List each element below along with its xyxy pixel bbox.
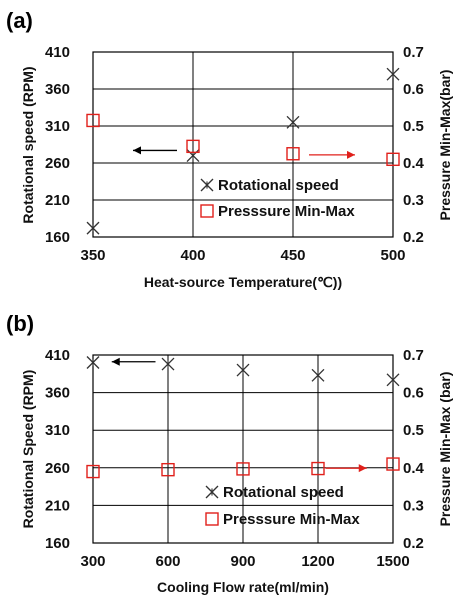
legend-entry: Presssure Min-Max [218,203,355,220]
y-left-axis-label: Rotational speed (RPM) [20,66,36,223]
plot-frame [92,51,394,238]
legend-entry: Rotational speed [218,177,339,194]
data-point [236,462,250,476]
arrow-right [309,150,355,159]
y-right-tick-label: 0.5 [403,422,424,439]
y-right-tick-label: 0.7 [403,347,424,364]
y-right-tick-label: 0.2 [403,535,424,552]
x-tick-label: 600 [155,553,180,570]
data-point [386,457,400,471]
panel-label: (a) [6,8,33,33]
panel-b: (b) 300 600 900 1200 1500 160 210 260 310 360 410 0.… [6,311,453,595]
x-tick-label: 350 [80,247,105,264]
data-point [286,115,300,129]
y-right-tick-label: 0.5 [403,118,424,135]
legend-marker [200,204,214,218]
data-point [386,67,400,81]
data-point [161,462,175,477]
data-point [311,368,325,382]
x-tick-label: 1200 [301,553,334,570]
data-point [86,221,100,235]
data-point [86,464,100,479]
y-left-tick-label: 260 [45,155,70,172]
y-right-tick-label: 0.6 [403,81,424,98]
y-right-tick-label: 0.3 [403,192,424,209]
data-point [286,147,300,161]
y-right-tick-label: 0.3 [403,497,424,514]
x-tick-label: 900 [230,553,255,570]
data-point [86,356,100,369]
data-point [386,152,400,167]
series-rotational-speed [86,67,400,235]
x-tick-label: 400 [180,247,205,264]
y-left-tick-label: 360 [45,385,70,402]
data-point [186,149,200,163]
legend-marker [205,485,219,499]
y-left-tick-label: 160 [45,229,70,246]
y-left-axis-label: Rotational Speed (RPM) [20,370,36,529]
panel-a: (a) 350 400 450 500 160 210 260 310 360 410 0.2 0.3 0… [6,8,453,290]
legend-marker [200,178,214,192]
x-axis-label: Heat-source Temperature(℃)) [144,274,342,290]
data-point [311,461,325,476]
y-right-axis-label: Pressure Min-Max (bar) [437,372,453,527]
legend-marker [205,512,219,526]
data-point [236,363,250,377]
panel-label: (b) [6,311,34,336]
y-left-tick-label: 310 [45,422,70,439]
x-tick-label: 450 [280,247,305,264]
data-point [86,113,100,128]
legend: Rotational speed Presssure Min-Max [205,484,360,528]
y-left-tick-label: 210 [45,497,70,514]
x-tick-label: 500 [380,247,405,264]
y-left-tick-label: 260 [45,460,70,477]
data-point [386,373,400,387]
x-tick-label: 1500 [376,553,409,570]
y-right-tick-label: 0.7 [403,44,424,61]
arrow-left [111,357,156,366]
series-pressure [86,113,400,167]
y-left-tick-label: 410 [45,44,70,61]
y-right-axis-label: Pressure Min-Max(bar) [437,70,453,221]
y-right-tick-label: 0.4 [403,460,425,477]
data-point [186,139,200,154]
y-left-tick-label: 360 [45,81,70,98]
y-left-tick-label: 210 [45,192,70,209]
y-right-tick-label: 0.4 [403,155,425,172]
y-right-tick-label: 0.2 [403,229,424,246]
series-rotational-speed [86,356,400,387]
legend: Rotational speed Presssure Min-Max [200,177,355,220]
x-axis-label: Cooling Flow rate(ml/min) [157,579,329,595]
x-tick-label: 300 [80,553,105,570]
y-left-tick-label: 410 [45,347,70,364]
arrow-right [325,464,367,473]
plot-frame [92,354,394,544]
y-left-tick-label: 160 [45,535,70,552]
series-pressure [86,457,400,479]
data-point [161,357,175,371]
legend-entry: Rotational speed [223,484,344,501]
legend-entry: Presssure Min-Max [223,511,360,528]
y-left-tick-label: 310 [45,118,70,135]
y-right-tick-label: 0.6 [403,385,424,402]
arrow-left [133,146,177,155]
